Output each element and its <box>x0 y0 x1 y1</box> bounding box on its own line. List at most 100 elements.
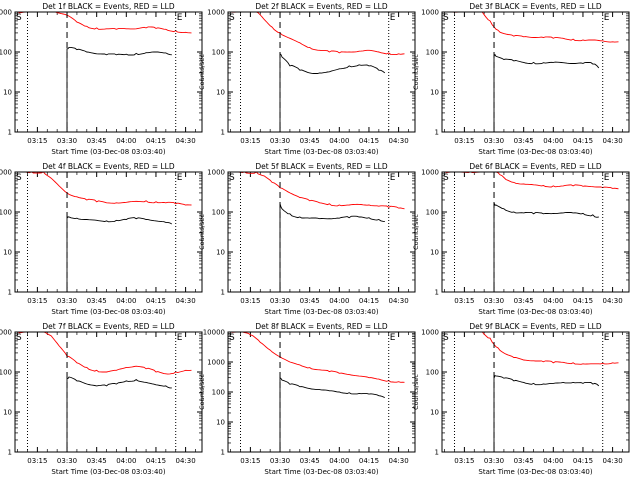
x-axis-label: Start Time (03-Dec-08 03:03:40) <box>51 148 165 156</box>
series-line-lld <box>230 172 405 210</box>
start-flag-label: S <box>443 333 449 343</box>
panel-det-1: Det 1f BLACK = Events, RED = LLD Counts/s… <box>0 2 203 156</box>
y-axis-label: Counts/sec <box>412 214 420 250</box>
panel-title: Det 1f BLACK = Events, RED = LLD <box>42 2 175 11</box>
x-tick-label: 04:15 <box>573 297 593 305</box>
panel-det-7: Det 7f BLACK = Events, RED = LLD Counts/s… <box>0 322 203 476</box>
x-tick-label: 03:45 <box>514 297 534 305</box>
y-tick-label: 1 <box>221 449 225 457</box>
y-axis-label: Counts/sec <box>412 54 420 90</box>
series-line-lld <box>444 12 619 43</box>
x-tick-label: 04:30 <box>176 457 196 465</box>
x-tick-label: 03:45 <box>300 457 320 465</box>
x-tick-label: 03:15 <box>454 137 474 145</box>
x-tick-label: 03:15 <box>240 137 260 145</box>
x-tick-label: 04:00 <box>543 137 563 145</box>
y-tick-label: 10 <box>430 249 439 257</box>
y-tick-label: 100 <box>0 209 12 217</box>
y-tick-label: 1000 <box>0 329 12 337</box>
y-tick-label: 1000 <box>0 169 12 177</box>
end-flag-label: E <box>390 13 396 23</box>
end-flag-label: E <box>177 173 183 183</box>
y-tick-label: 100 <box>212 209 225 217</box>
series-line-events <box>279 52 386 130</box>
x-tick-label: 04:15 <box>573 137 593 145</box>
x-tick-label: 04:00 <box>329 297 349 305</box>
y-tick-label: 1 <box>221 129 225 137</box>
panel-det-4: Det 4f BLACK = Events, RED = LLD Counts/s… <box>0 162 203 316</box>
series-line-lld <box>444 332 619 365</box>
x-tick-label: 03:30 <box>484 457 504 465</box>
x-tick-label: 03:15 <box>454 297 474 305</box>
y-axis-label: Counts/sec <box>198 54 206 90</box>
y-tick-label: 100 <box>0 49 12 57</box>
y-tick-label: 10 <box>430 89 439 97</box>
y-tick-label: 1 <box>221 289 225 297</box>
series-line-events <box>493 375 600 450</box>
plot-frame <box>14 171 203 293</box>
y-tick-label: 100 <box>426 49 439 57</box>
panel-title: Det 3f BLACK = Events, RED = LLD <box>469 2 602 11</box>
plot-frame <box>441 11 630 133</box>
x-axis-label: Start Time (03-Dec-08 03:03:40) <box>51 468 165 476</box>
y-tick-label: 10 <box>3 249 12 257</box>
y-axis-label: Counts/sec <box>198 374 206 410</box>
x-tick-label: 03:15 <box>27 137 47 145</box>
end-flag-label: E <box>604 173 610 183</box>
y-axis-label: Counts/sec <box>198 214 206 250</box>
panel-title: Det 4f BLACK = Events, RED = LLD <box>42 162 175 171</box>
x-tick-label: 04:00 <box>329 457 349 465</box>
plot-frame <box>227 331 416 453</box>
series-line-lld <box>230 12 405 56</box>
x-tick-label: 04:15 <box>146 457 166 465</box>
x-tick-label: 03:45 <box>300 137 320 145</box>
y-tick-label: 1000 <box>421 9 439 17</box>
x-tick-label: 04:15 <box>146 137 166 145</box>
y-tick-label: 10 <box>3 89 12 97</box>
x-tick-label: 03:45 <box>87 137 107 145</box>
start-flag-label: S <box>16 173 22 183</box>
end-flag-label: E <box>604 13 610 23</box>
y-tick-label: 100 <box>0 369 12 377</box>
panel-det-3: Det 3f BLACK = Events, RED = LLD Counts/s… <box>412 2 630 156</box>
y-tick-label: 10 <box>3 409 12 417</box>
x-tick-label: 04:15 <box>359 297 379 305</box>
plot-frame <box>441 171 630 293</box>
panel-det-5: Det 5f BLACK = Events, RED = LLD Counts/s… <box>198 162 416 316</box>
y-tick-label: 10000 <box>203 329 225 337</box>
x-axis-label: Start Time (03-Dec-08 03:03:40) <box>264 148 378 156</box>
x-tick-label: 03:30 <box>484 297 504 305</box>
end-flag-label: E <box>390 173 396 183</box>
series-line-events <box>279 376 385 450</box>
y-tick-label: 100 <box>212 389 225 397</box>
series-line-events <box>493 53 600 130</box>
panel-title: Det 6f BLACK = Events, RED = LLD <box>469 162 602 171</box>
y-tick-label: 1000 <box>207 9 225 17</box>
x-axis-label: Start Time (03-Dec-08 03:03:40) <box>264 468 378 476</box>
x-tick-label: 04:15 <box>573 457 593 465</box>
x-tick-label: 04:00 <box>543 297 563 305</box>
x-tick-label: 03:45 <box>87 297 107 305</box>
x-tick-label: 04:30 <box>389 297 409 305</box>
panel-det-9: Det 9f BLACK = Events, RED = LLD Counts/s… <box>412 322 630 476</box>
x-tick-label: 03:15 <box>240 457 260 465</box>
y-tick-label: 10 <box>430 409 439 417</box>
start-flag-label: S <box>229 13 235 23</box>
panel-title: Det 7f BLACK = Events, RED = LLD <box>42 322 175 331</box>
y-tick-label: 1 <box>8 129 12 137</box>
y-axis-label: Counts/sec <box>412 374 420 410</box>
y-tick-label: 100 <box>426 369 439 377</box>
series-line-lld <box>17 12 192 34</box>
y-tick-label: 10 <box>216 89 225 97</box>
panel-det-8: Det 8f BLACK = Events, RED = LLD Counts/s… <box>198 322 416 476</box>
series-line-events <box>66 46 172 130</box>
y-tick-label: 1 <box>435 129 439 137</box>
y-tick-label: 10 <box>216 419 225 427</box>
x-tick-label: 03:30 <box>484 137 504 145</box>
series-line-events <box>66 216 173 290</box>
y-tick-label: 1000 <box>421 329 439 337</box>
series-line-events <box>493 202 599 290</box>
x-tick-label: 03:30 <box>270 457 290 465</box>
x-axis-label: Start Time (03-Dec-08 03:03:40) <box>478 468 592 476</box>
panel-det-6: Det 6f BLACK = Events, RED = LLD Counts/s… <box>412 162 630 316</box>
